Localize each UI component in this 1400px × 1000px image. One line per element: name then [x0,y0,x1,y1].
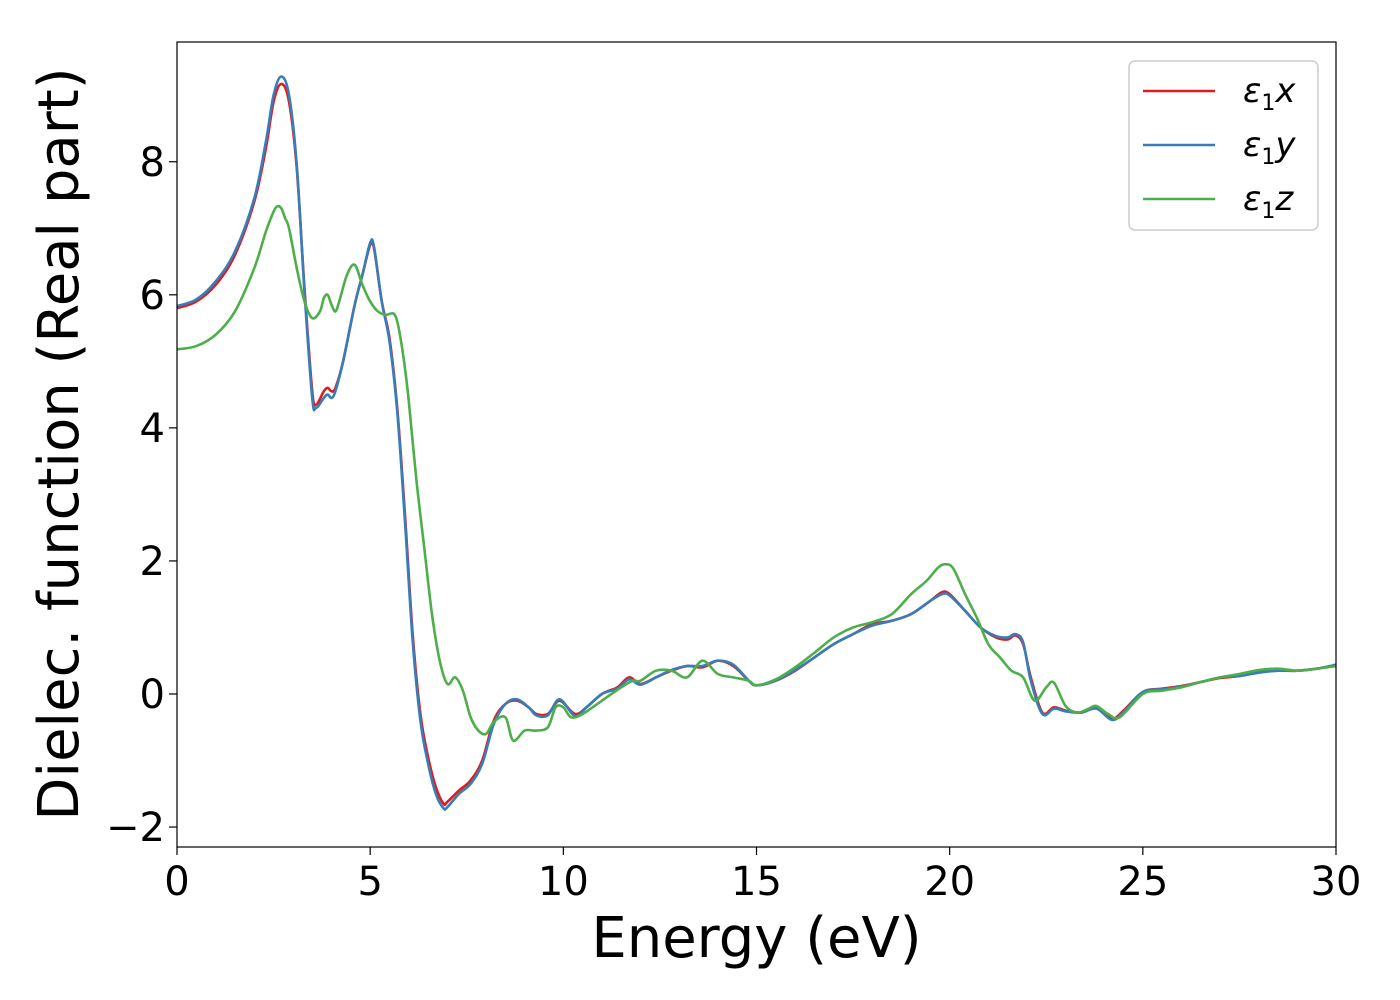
x-tick-label: 0 [164,859,189,905]
legend-label-y: ε1y [1243,125,1296,170]
legend: ε1x ε1y ε1z [1128,60,1319,231]
series-line-y [177,75,1336,811]
x-axis: 0 5 10 15 20 25 30 [164,847,1361,905]
x-axis-title: Energy (eV) [591,906,921,971]
legend-box [1128,60,1319,231]
x-tick-label: 5 [357,859,382,905]
y-tick-label: 4 [140,406,165,452]
y-tick-label: 8 [140,140,165,186]
x-tick-label: 30 [1311,859,1362,905]
x-tick-label: 20 [924,859,975,905]
y-axis-title: Dielec. function (Real part) [27,67,92,820]
series-layer [177,75,1336,811]
legend-label-x: ε1x [1243,71,1296,116]
y-tick-label: 6 [140,273,165,319]
x-tick-label: 10 [538,859,589,905]
x-tick-label: 25 [1117,859,1168,905]
y-tick-label: 2 [140,539,165,585]
series-line-z [177,204,1336,743]
y-tick-label: 0 [140,672,165,718]
y-axis: −2 0 2 4 6 8 [106,140,177,851]
y-tick-label: −2 [106,805,165,851]
x-tick-label: 15 [731,859,782,905]
legend-label-z: ε1z [1243,179,1294,224]
